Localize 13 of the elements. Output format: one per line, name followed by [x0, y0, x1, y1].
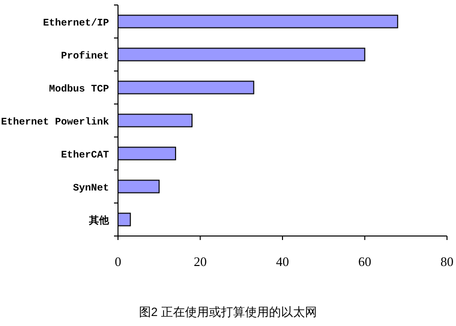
x-tick-label: 60: [358, 254, 372, 269]
text: 图2 正在使用或打算使用的以太网: [138, 305, 318, 319]
y-tick-label: Ethernet/IP: [42, 18, 109, 30]
y-tick-label: Ethernet Powerlink: [0, 116, 109, 128]
y-tick-label: SynNet: [72, 184, 109, 194]
y-tick-label: Profinet: [60, 50, 109, 62]
y-tick-label: EtherCAT: [60, 150, 109, 162]
y-tick-label: 其他: [88, 214, 110, 228]
x-tick-label: 80: [440, 254, 454, 269]
y-tick-label: Modbus TCP: [48, 84, 109, 96]
x-tick-label: 40: [276, 254, 289, 269]
x-tick-label: 20: [194, 254, 207, 269]
x-tick-label: 0: [114, 254, 122, 269]
